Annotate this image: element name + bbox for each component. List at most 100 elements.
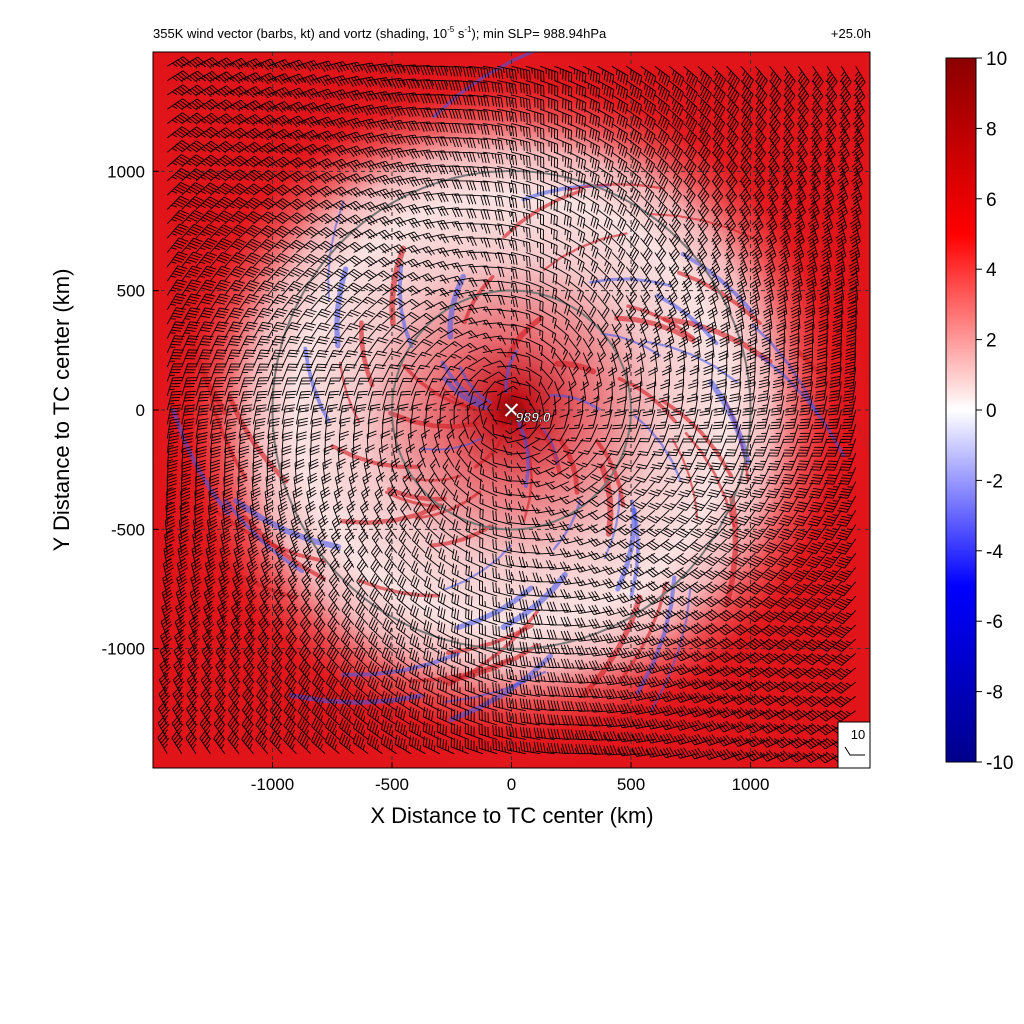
wind-barb (382, 311, 405, 325)
wind-barb (617, 524, 641, 536)
wind-barb (826, 424, 842, 443)
wind-barb (192, 529, 204, 554)
colorbar-tick-label: 8 (986, 119, 997, 140)
wind-barb (674, 705, 699, 717)
wind-barb (367, 646, 383, 669)
wind-barb (575, 687, 598, 698)
colorbar-tick-label: 6 (986, 190, 997, 211)
wind-barb (783, 424, 799, 443)
wind-barb (352, 733, 369, 755)
wind-barb (703, 567, 727, 580)
wind-barb (617, 745, 641, 757)
wind-barb (589, 730, 612, 741)
wind-barb (505, 683, 526, 697)
wind-barb (545, 452, 570, 466)
wind-barb (750, 266, 761, 291)
wind-barb (425, 287, 450, 298)
wind-barb (267, 417, 280, 439)
wind-barb (738, 438, 756, 457)
wind-barb (281, 170, 306, 183)
wind-barb (187, 643, 200, 668)
wind-barb (439, 518, 455, 540)
wind-barb (559, 508, 584, 518)
wind-barb (682, 424, 699, 443)
wind-barb (166, 363, 184, 382)
wind-barb (252, 417, 266, 439)
wind-barb (836, 509, 857, 527)
wind-barb (574, 603, 598, 614)
wind-barb (166, 223, 189, 239)
wind-barb (342, 572, 355, 597)
wind-barb (238, 141, 263, 154)
wind-barb (267, 73, 292, 85)
wind-barb (351, 444, 362, 468)
wind-barb (181, 432, 194, 454)
wind-barb (616, 565, 641, 576)
wind-barb (731, 693, 756, 706)
wind-barb (795, 151, 808, 177)
wind-barb (255, 716, 269, 740)
wind-barb (790, 295, 802, 319)
wind-barb (492, 682, 512, 697)
wind-barb (326, 659, 340, 683)
wind-barb (646, 366, 657, 390)
wind-barb (340, 631, 355, 654)
wind-barb (296, 185, 320, 198)
wind-barb (798, 409, 814, 430)
positive-vorticity-streak (205, 377, 248, 480)
wind-barb (454, 65, 476, 78)
wind-barb (224, 252, 246, 268)
colorbar-tick-label: 10 (986, 49, 1007, 70)
wind-barb (277, 501, 289, 525)
wind-barb (709, 266, 720, 291)
wind-barb (195, 196, 219, 210)
wind-barb (306, 486, 317, 511)
wind-barb (465, 579, 483, 597)
wind-barb (465, 506, 484, 525)
wind-barb (267, 156, 292, 169)
wind-barb (382, 297, 406, 311)
wind-barb (846, 309, 857, 333)
wind-barb (654, 151, 669, 174)
wind-barb (690, 524, 713, 539)
wind-barb (228, 672, 241, 697)
wind-barb (451, 650, 469, 669)
wind-barb (681, 266, 693, 291)
wind-barb (223, 473, 234, 496)
wind-barb (663, 338, 674, 362)
wind-barb (711, 65, 726, 89)
wind-barb (466, 491, 484, 511)
wind-barb (396, 403, 409, 425)
wind-barb (468, 223, 491, 234)
wind-barb (683, 151, 697, 175)
wind-barb (468, 94, 490, 107)
wind-barb (766, 180, 779, 205)
positive-vorticity-streak (567, 182, 666, 192)
wind-barb (310, 390, 326, 411)
wind-barb (796, 438, 814, 457)
wind-barb (166, 473, 177, 496)
wind-barb (573, 536, 598, 546)
wind-barb (533, 642, 555, 654)
center-x-icon (504, 403, 519, 417)
wind-barb (597, 309, 609, 334)
wind-barb (683, 65, 699, 88)
wind-barb (568, 194, 586, 214)
wind-barb (438, 547, 455, 568)
wind-barb (373, 500, 383, 525)
wind-barb (611, 123, 628, 144)
wind-barb (674, 677, 699, 689)
wind-barb (560, 658, 584, 669)
wind-barb (737, 452, 756, 471)
wind-barb (678, 467, 699, 484)
wind-barb (583, 65, 601, 85)
wind-barb (532, 572, 555, 583)
wind-barb (668, 166, 683, 189)
wind-barb (547, 714, 569, 726)
wind-barb (181, 237, 203, 253)
wind-barb (616, 634, 641, 645)
wind-barb (343, 543, 355, 568)
wind-barb (454, 94, 476, 106)
wind-barb (762, 552, 785, 568)
